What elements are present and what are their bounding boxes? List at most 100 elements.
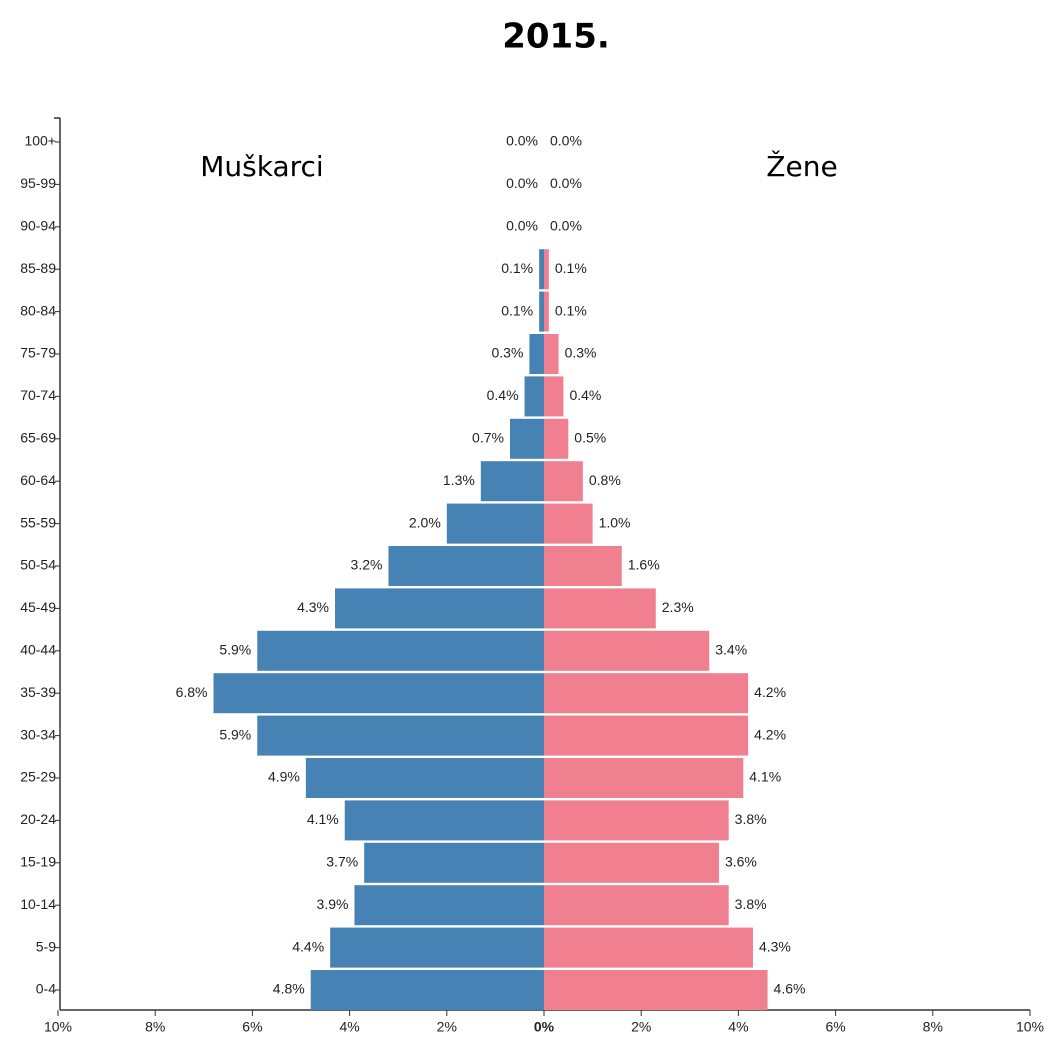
- value-label: 1.6%: [628, 557, 660, 573]
- value-label: 0.0%: [550, 175, 582, 191]
- value-label: 4.1%: [307, 811, 339, 827]
- bar: [388, 546, 544, 586]
- y-tick-label: 50-54: [20, 557, 56, 573]
- x-tick-label: 6%: [825, 1019, 845, 1035]
- bar: [544, 927, 753, 968]
- bar: [335, 588, 544, 629]
- value-label: 6.8%: [176, 684, 208, 700]
- y-tick-label: 100+: [24, 133, 56, 149]
- y-tick-label: 80-84: [20, 302, 56, 318]
- bar: [354, 885, 544, 926]
- chart-title: 2015.: [502, 17, 610, 57]
- y-tick-label: 70-74: [20, 387, 56, 403]
- value-label: 1.0%: [599, 514, 631, 530]
- value-label: 2.3%: [662, 599, 694, 615]
- bar: [509, 418, 544, 459]
- bar: [544, 673, 749, 714]
- bar: [529, 334, 544, 374]
- value-label: 1.3%: [443, 472, 475, 488]
- y-tick-label: 40-44: [20, 642, 56, 658]
- bar: [544, 758, 744, 798]
- value-label: 4.3%: [297, 599, 329, 615]
- bar: [544, 630, 710, 671]
- value-label: 0.0%: [550, 133, 582, 149]
- bar: [305, 758, 544, 798]
- bar: [364, 842, 544, 883]
- bar: [544, 249, 549, 290]
- value-label: 4.9%: [268, 769, 300, 785]
- x-tick-label: 2%: [437, 1019, 457, 1035]
- x-tick-label: 2%: [631, 1019, 651, 1035]
- x-tick-label: 10%: [44, 1019, 72, 1035]
- y-tick-label: 65-69: [20, 430, 56, 446]
- bar: [257, 630, 544, 671]
- y-tick-label: 90-94: [20, 218, 56, 234]
- bar: [539, 291, 544, 332]
- bar: [213, 673, 544, 714]
- y-tick-label: 60-64: [20, 472, 56, 488]
- x-tick-label: 0%: [534, 1019, 555, 1035]
- bar: [544, 588, 656, 629]
- bar: [310, 970, 544, 1010]
- x-tick-label: 10%: [1016, 1019, 1044, 1035]
- legend-label: Žene: [766, 149, 837, 183]
- value-label: 0.1%: [555, 302, 587, 318]
- value-label: 0.1%: [501, 302, 533, 318]
- value-label: 4.1%: [749, 769, 781, 785]
- value-label: 5.9%: [219, 642, 251, 658]
- value-label: 0.0%: [506, 175, 538, 191]
- value-label: 4.8%: [273, 981, 305, 997]
- value-label: 3.2%: [351, 557, 383, 573]
- y-tick-label: 35-39: [20, 684, 56, 700]
- value-label: 4.6%: [774, 981, 806, 997]
- x-tick-label: 4%: [728, 1019, 748, 1035]
- value-label: 3.4%: [715, 642, 747, 658]
- value-label: 0.1%: [501, 260, 533, 276]
- value-label: 0.8%: [589, 472, 621, 488]
- value-label: 0.5%: [574, 430, 606, 446]
- bar: [330, 927, 544, 968]
- y-tick-label: 25-29: [20, 769, 56, 785]
- bar: [544, 503, 593, 544]
- value-label: 3.9%: [317, 896, 349, 912]
- x-tick-label: 8%: [145, 1019, 165, 1035]
- bar: [544, 376, 564, 417]
- bar: [257, 715, 544, 756]
- bar: [544, 291, 549, 332]
- value-label: 2.0%: [409, 514, 441, 530]
- y-tick-label: 0-4: [36, 981, 56, 997]
- y-tick-label: 5-9: [36, 938, 56, 954]
- x-tick-label: 4%: [339, 1019, 359, 1035]
- value-label: 0.1%: [555, 260, 587, 276]
- bar: [544, 418, 569, 459]
- value-label: 4.2%: [754, 684, 786, 700]
- value-label: 3.6%: [725, 854, 757, 870]
- value-label: 4.3%: [759, 938, 791, 954]
- value-label: 3.8%: [735, 811, 767, 827]
- bar: [544, 970, 768, 1010]
- bar: [344, 800, 544, 841]
- bar: [480, 461, 544, 502]
- value-label: 0.3%: [565, 345, 597, 361]
- value-label: 0.4%: [487, 387, 519, 403]
- value-label: 3.8%: [735, 896, 767, 912]
- y-tick-label: 20-24: [20, 811, 56, 827]
- value-label: 0.0%: [506, 133, 538, 149]
- bar: [544, 715, 749, 756]
- value-label: 0.3%: [491, 345, 523, 361]
- bar: [544, 334, 559, 374]
- y-tick-label: 55-59: [20, 514, 56, 530]
- bar: [544, 461, 583, 502]
- bar: [544, 885, 729, 926]
- legend-label: Muškarci: [200, 150, 323, 183]
- value-label: 0.0%: [506, 218, 538, 234]
- bar: [544, 800, 729, 841]
- value-label: 4.4%: [292, 938, 324, 954]
- bar: [544, 842, 719, 883]
- y-tick-label: 15-19: [20, 854, 56, 870]
- value-label: 0.0%: [550, 218, 582, 234]
- y-tick-label: 45-49: [20, 599, 56, 615]
- bar: [539, 249, 544, 290]
- y-tick-label: 10-14: [20, 896, 56, 912]
